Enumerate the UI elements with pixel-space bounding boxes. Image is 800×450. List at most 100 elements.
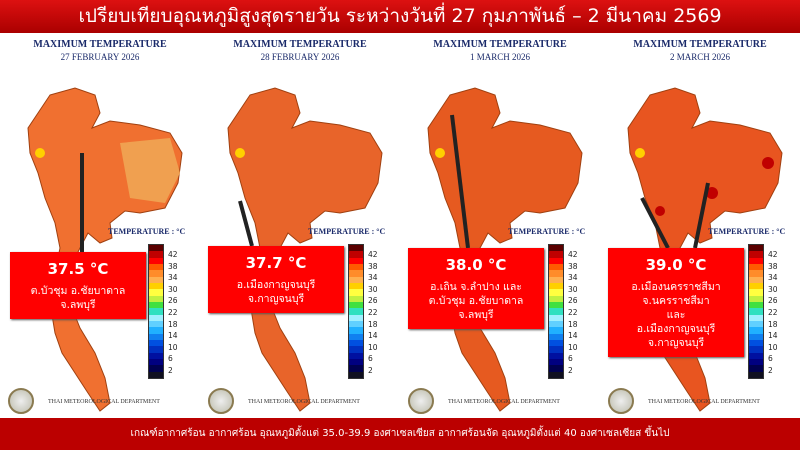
colorbar-swatch — [749, 282, 763, 290]
colorbar-swatch — [149, 333, 163, 340]
department-name: THAI METEOROLOGICAL DEPARTMENT — [648, 399, 760, 405]
colorbar-tick: 42 — [568, 250, 578, 259]
colorbar-tick: 10 — [568, 342, 578, 352]
station-location: และ — [666, 309, 686, 321]
colorbar-swatch — [149, 251, 163, 258]
colorbar-tick: 30 — [368, 284, 378, 294]
colorbar-swatch — [149, 301, 163, 309]
colorbar-tick: 30 — [768, 284, 778, 294]
hot-spot — [635, 148, 645, 158]
colorbar-swatch — [149, 320, 163, 328]
colorbar-tick: 26 — [568, 296, 578, 306]
colorbar-tick: 10 — [768, 342, 778, 352]
colorbar-tick: 14 — [368, 331, 378, 341]
colorbar-swatch — [149, 358, 163, 366]
pointer-line — [238, 200, 254, 247]
colorbar-swatch — [149, 352, 163, 359]
colorbar-swatch — [149, 282, 163, 290]
panel-title: MAXIMUM TEMPERATURE — [433, 39, 567, 50]
colorbar-tick: 2 — [568, 365, 573, 375]
pointer-line — [450, 114, 470, 249]
max-temp-callout: 37.7 °C อ.เมืองกาญจนบุรี จ.กาญจนบุรี — [208, 246, 344, 313]
colorbar-tick: 22 — [368, 307, 378, 317]
station-location: อ.เมืองกาญจนบุรี จ.กาญจนบุรี — [636, 323, 716, 349]
department-name: THAI METEOROLOGICAL DEPARTMENT — [248, 399, 360, 405]
colorbar-ticks: 42 38 34 30 26 22 18 14 10 6 2 — [768, 249, 778, 377]
colorbar-swatch — [749, 346, 763, 353]
colorbar-tick: 42 — [768, 250, 778, 259]
colorbar-swatch — [749, 352, 763, 359]
colorbar-tick: 34 — [168, 273, 178, 283]
colorbar-swatch — [549, 282, 563, 290]
thailand-map — [27, 87, 183, 412]
colorbar-swatch — [349, 295, 363, 302]
colorbar-swatch — [149, 245, 163, 252]
tmd-logo — [8, 388, 34, 414]
hot-spot — [706, 187, 718, 199]
colorbar-swatch — [749, 320, 763, 328]
colorbar-tick: 14 — [768, 331, 778, 341]
station-location: อ.เมืองกาญจนบุรี จ.กาญจนบุรี — [236, 279, 316, 305]
colorbar-tick: 14 — [168, 331, 178, 341]
colorbar-tick: 30 — [168, 284, 178, 294]
colorbar-swatch — [349, 314, 363, 321]
colorbar-swatch — [549, 314, 563, 321]
colorbar-tick: 18 — [768, 319, 778, 329]
colorbar-tick: 6 — [368, 354, 373, 364]
colorbar — [548, 244, 564, 379]
max-temp-value: 37.7 °C — [245, 254, 307, 272]
department-name: THAI METEOROLOGICAL DEPARTMENT — [48, 399, 160, 405]
legend-label: TEMPERATURE : °C — [508, 227, 586, 236]
max-temp-value: 37.5 °C — [47, 260, 109, 278]
colorbar-swatch — [349, 251, 363, 258]
colorbar-swatch — [149, 263, 163, 271]
temperature-map-panel: MAXIMUM TEMPERATURE 28 FEBRUARY 2026 TEM… — [200, 33, 400, 418]
panel-date: 1 MARCH 2026 — [469, 52, 530, 62]
page-title: เปรียบเทียบอุณหภูมิสูงสุดรายวัน ระหว่างว… — [0, 0, 800, 33]
colorbar-swatch — [749, 339, 763, 347]
colorbar-swatch — [549, 339, 563, 347]
colorbar-swatch — [549, 346, 563, 353]
colorbar-swatch — [149, 276, 163, 283]
colorbar-swatch — [749, 251, 763, 258]
colorbar-swatch — [549, 276, 563, 283]
colorbar-swatch — [349, 365, 363, 372]
max-temp-value: 39.0 °C — [645, 256, 707, 274]
colorbar-swatch — [549, 320, 563, 328]
colorbar-tick: 34 — [368, 273, 378, 283]
colorbar-swatch — [749, 270, 763, 277]
colorbar — [748, 244, 764, 379]
colorbar-swatch — [149, 327, 163, 334]
colorbar-swatch — [549, 333, 563, 340]
max-temp-callout: 39.0 °C อ.เมืองนครราชสีมา จ.นครราชสีมา แล… — [608, 248, 744, 357]
colorbar-swatch — [349, 289, 363, 296]
max-temp-value: 38.0 °C — [445, 256, 507, 274]
temperature-map-panel: MAXIMUM TEMPERATURE 1 MARCH 2026 TEMPERA… — [400, 33, 600, 418]
colorbar-tick: 2 — [368, 365, 373, 375]
colorbar-swatch — [749, 333, 763, 340]
colorbar-swatch — [549, 365, 563, 372]
colorbar-tick: 22 — [568, 307, 578, 317]
colorbar-swatch — [549, 245, 563, 252]
colorbar-swatch — [749, 257, 763, 264]
panel-date: 27 FEBRUARY 2026 — [60, 52, 140, 62]
colorbar-swatch — [349, 327, 363, 334]
legend-label: TEMPERATURE : °C — [708, 227, 786, 236]
colorbar-swatch — [549, 257, 563, 264]
colorbar-tick: 34 — [768, 273, 778, 283]
colorbar-swatch — [349, 245, 363, 252]
colorbar-swatch — [349, 282, 363, 290]
legend-label: TEMPERATURE : °C — [108, 227, 186, 236]
colorbar-swatch — [149, 346, 163, 353]
colorbar-swatch — [349, 257, 363, 264]
hot-spot — [35, 148, 45, 158]
station-location: ต.บัวชุม อ.ชัยบาดาล จ.ลพบุรี — [30, 285, 126, 311]
colorbar-swatch — [349, 358, 363, 366]
hot-weather-criteria: เกณฑ์อากาศร้อน อากาศร้อน อุณหภูมิตั้งแต่… — [0, 418, 800, 450]
colorbar-tick: 6 — [168, 354, 173, 364]
colorbar-swatch — [549, 358, 563, 366]
colorbar-swatch — [149, 365, 163, 372]
colorbar-swatch — [549, 308, 563, 315]
colorbar-swatch — [749, 245, 763, 252]
panel-date: 28 FEBRUARY 2026 — [260, 52, 340, 62]
